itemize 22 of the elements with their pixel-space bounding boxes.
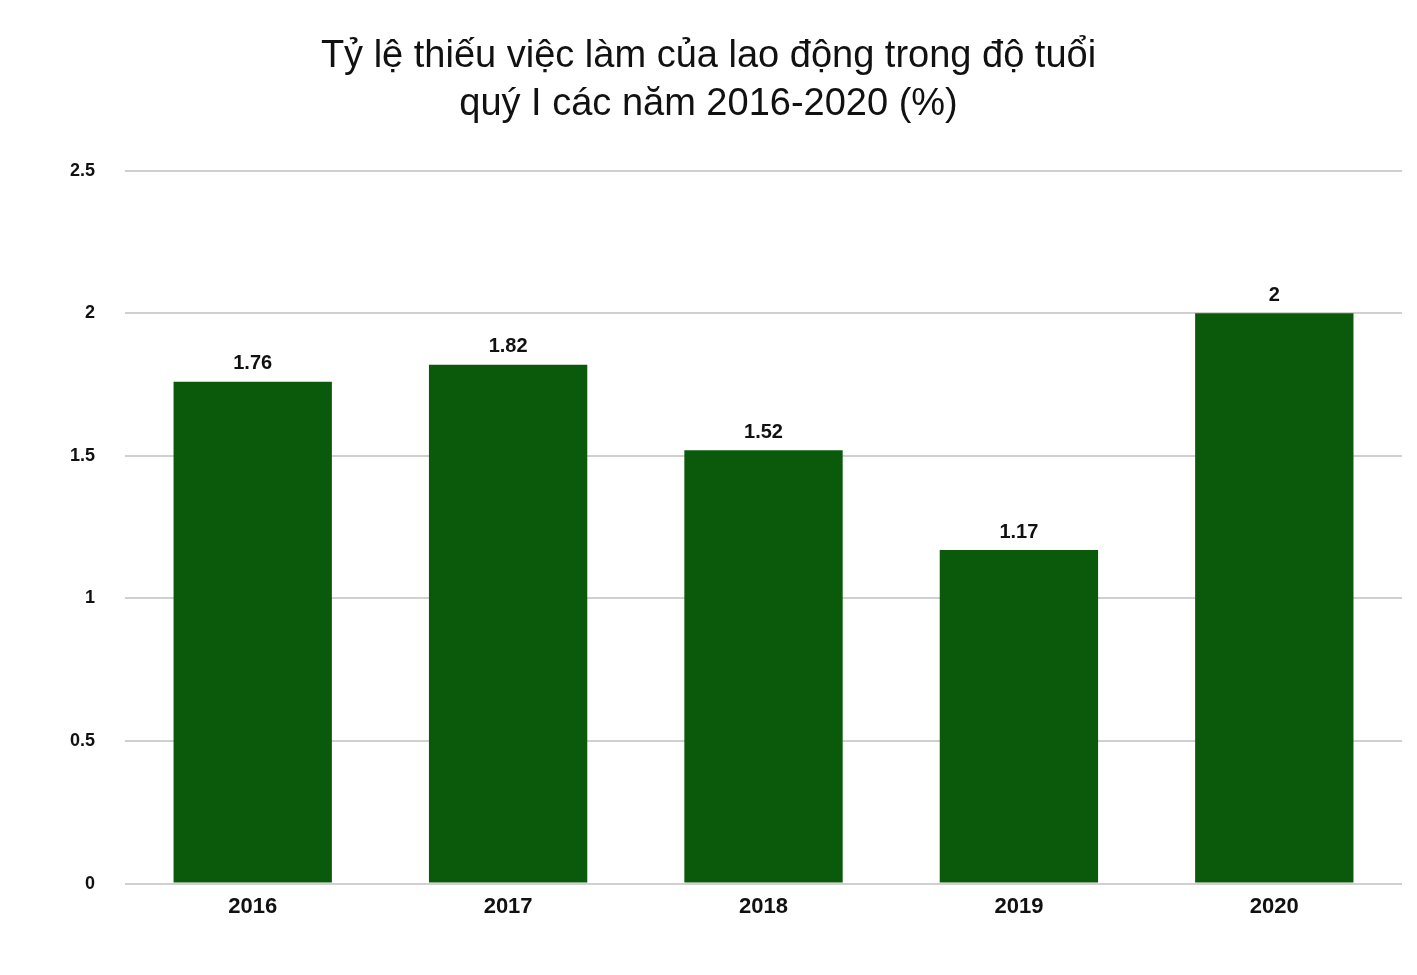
- bar: [428, 364, 588, 883]
- data-label: 1.76: [233, 351, 273, 374]
- data-label: 2: [1268, 282, 1280, 305]
- x-tick-label: 2017: [483, 892, 533, 918]
- x-tick-label: 2019: [994, 892, 1044, 918]
- bar: [1195, 313, 1354, 883]
- x-tick-label: 2016: [228, 892, 278, 918]
- data-label: 1.17: [999, 519, 1039, 542]
- bar: [684, 450, 843, 883]
- x-tick-label: 2018: [739, 892, 788, 918]
- bar: [173, 381, 332, 883]
- y-tick-label: 0: [85, 872, 96, 893]
- y-tick-label: 0.5: [69, 730, 96, 751]
- data-label: 1.52: [744, 419, 783, 442]
- y-tick-label: 2.5: [69, 159, 96, 180]
- data-label: 1.82: [488, 334, 528, 357]
- chart-title: Tỷ lệ thiếu việc làm của lao động trong độ tuổi quý I các năm 2016-2020 (%): [319, 32, 1098, 125]
- y-tick-label: 1: [85, 587, 96, 608]
- y-tick-label: 2: [85, 302, 96, 323]
- y-tick-label: 1.5: [69, 444, 96, 465]
- x-tick-label: 2020: [1249, 892, 1299, 918]
- bar: [939, 550, 1099, 883]
